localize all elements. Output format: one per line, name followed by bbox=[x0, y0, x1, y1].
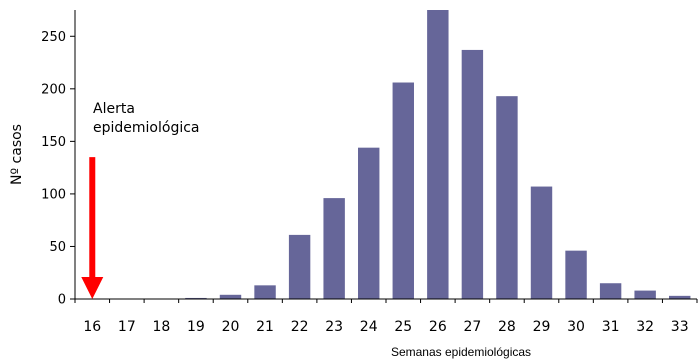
x-tick-label-29: 29 bbox=[533, 319, 551, 335]
x-tick-label-25: 25 bbox=[394, 319, 412, 335]
bars-layer bbox=[185, 10, 691, 300]
x-tick-label-30: 30 bbox=[567, 319, 585, 335]
x-tick-label-24: 24 bbox=[360, 319, 378, 335]
bar-28 bbox=[496, 96, 518, 299]
x-tick-label-23: 23 bbox=[325, 319, 343, 335]
y-axis-label: Nº casos bbox=[9, 124, 25, 185]
y-ticks: 0 50 100 150 200 250 bbox=[41, 30, 75, 308]
bar-25 bbox=[392, 82, 414, 299]
x-tick-label-21: 21 bbox=[256, 319, 274, 335]
bar-30 bbox=[565, 250, 587, 299]
y-tick-label: 250 bbox=[41, 30, 66, 45]
x-tick-label-19: 19 bbox=[187, 319, 205, 335]
y-tick-label: 100 bbox=[41, 187, 66, 202]
annotation-line-1: Alerta bbox=[93, 101, 135, 117]
bar-31 bbox=[599, 283, 622, 299]
bar-22 bbox=[288, 234, 311, 299]
y-tick-label: 50 bbox=[49, 240, 66, 255]
x-ticks: 16 17 18 19 20 21 22 23 24 25 26 27 28 29 30 31 32 33 bbox=[74, 299, 698, 335]
bar-33 bbox=[669, 295, 691, 299]
bar-19 bbox=[185, 297, 207, 299]
x-tick-label-26: 26 bbox=[429, 319, 447, 335]
axes-layer bbox=[74, 10, 697, 300]
x-tick-label-27: 27 bbox=[463, 319, 481, 335]
y-tick-label: 200 bbox=[41, 82, 66, 97]
annotation: Alerta epidemiológica bbox=[81, 101, 200, 299]
x-axis-label: Semanas epidemiológicas bbox=[391, 345, 531, 359]
x-tick-label-28: 28 bbox=[498, 319, 516, 335]
annotation-line-2: epidemiológica bbox=[93, 120, 200, 136]
bar-32 bbox=[634, 290, 656, 299]
x-tick-label-31: 31 bbox=[602, 319, 620, 335]
bar-24 bbox=[358, 147, 380, 299]
bar-21 bbox=[254, 285, 276, 299]
bar-29 bbox=[530, 186, 553, 299]
x-tick-label-32: 32 bbox=[636, 319, 654, 335]
x-tick-label-33: 33 bbox=[671, 319, 689, 335]
y-tick-label: 150 bbox=[41, 135, 66, 150]
bar-23 bbox=[323, 198, 345, 299]
x-tick-label-18: 18 bbox=[152, 319, 170, 335]
y-tick-label: 0 bbox=[58, 293, 66, 308]
x-tick-label-17: 17 bbox=[118, 319, 136, 335]
bar-26 bbox=[427, 10, 449, 299]
x-tick-label-16: 16 bbox=[83, 319, 101, 335]
bar-20 bbox=[219, 294, 242, 299]
x-tick-label-20: 20 bbox=[222, 319, 240, 335]
x-tick-label-22: 22 bbox=[291, 319, 309, 335]
alert-arrow-head bbox=[81, 277, 104, 299]
bar-27 bbox=[461, 49, 484, 300]
